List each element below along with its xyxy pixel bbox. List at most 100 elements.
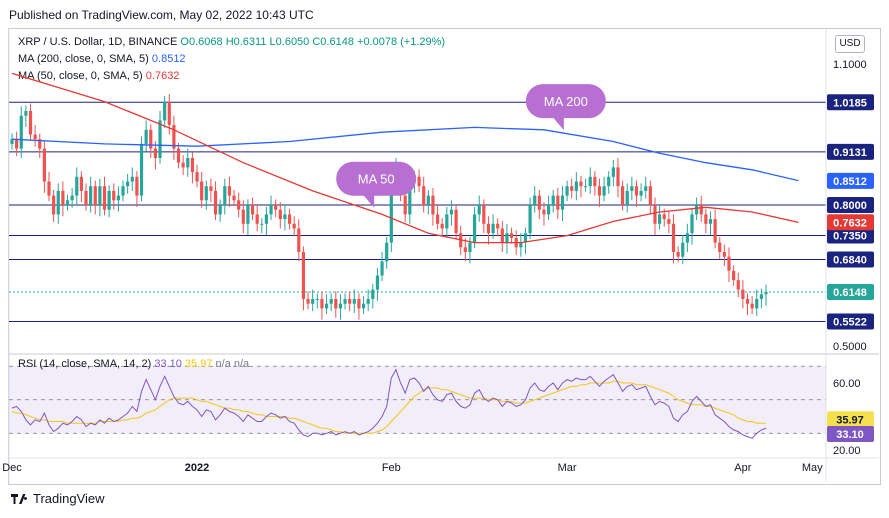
rsi-legend: RSI (14, close, SMA, 14, 2) 33.10 35.97 … — [18, 358, 249, 370]
candle — [218, 199, 222, 222]
candle-body — [611, 167, 615, 177]
candle — [500, 220, 504, 252]
candle — [454, 204, 458, 239]
candle — [463, 237, 467, 262]
candle — [190, 152, 195, 184]
candle — [274, 199, 278, 218]
candle-body — [422, 186, 426, 205]
candle — [644, 176, 648, 199]
candle — [718, 236, 722, 260]
level-label-0.7350-bg — [827, 227, 874, 244]
candle-body — [361, 303, 366, 309]
candle — [343, 293, 347, 310]
candle — [505, 223, 509, 254]
candle — [417, 169, 421, 192]
candle-body — [102, 186, 107, 210]
candle — [422, 176, 426, 213]
candle — [10, 133, 14, 150]
candle — [33, 125, 37, 147]
candle-body — [223, 186, 227, 205]
ma-line-ma200 — [11, 126, 799, 182]
candle-body — [713, 219, 717, 243]
candle-body — [24, 111, 28, 116]
candle — [260, 218, 264, 234]
candle — [357, 293, 361, 320]
candle-body — [741, 289, 745, 299]
candle — [722, 244, 726, 267]
candle — [52, 189, 56, 222]
candle-body — [551, 195, 555, 205]
candle-body — [408, 181, 412, 215]
rsi-line — [11, 368, 767, 439]
level-label-0.9131-bg — [827, 143, 874, 160]
level-label-0.5522-bg — [827, 313, 874, 330]
candle — [607, 171, 611, 194]
candle-body — [135, 176, 139, 196]
candle — [283, 205, 287, 231]
candle — [65, 194, 70, 211]
candle-body — [269, 205, 273, 215]
candle-body — [380, 261, 384, 276]
ma-callouts: MA 200 MA 50 — [336, 84, 606, 208]
ma200-price-label: 0.8512 — [827, 172, 874, 189]
ohlc-low: L0.6050 — [269, 36, 310, 48]
candle — [472, 206, 477, 249]
candle-body — [343, 299, 347, 304]
candle-body — [144, 129, 148, 144]
candle — [741, 280, 745, 309]
candle — [486, 216, 491, 245]
candle-body — [496, 223, 500, 229]
candle-body — [366, 299, 370, 304]
time-tick-2022: 2022 — [185, 462, 209, 474]
candle — [708, 211, 713, 236]
candle — [144, 120, 148, 152]
candle-body — [181, 162, 185, 168]
candle — [611, 159, 615, 187]
candle-body — [708, 219, 713, 224]
candle — [509, 227, 514, 244]
moving-averages — [11, 72, 799, 244]
currency-button[interactable]: USD — [835, 35, 865, 53]
time-tick-May: May — [802, 462, 823, 474]
candle — [634, 180, 639, 207]
candle-body — [112, 190, 116, 201]
candle — [126, 173, 130, 194]
candle-body — [556, 195, 560, 210]
candle-body — [139, 143, 144, 196]
candle — [121, 180, 125, 202]
candle-body — [583, 186, 588, 188]
candle — [329, 293, 333, 312]
horizontal-levels — [9, 101, 826, 322]
tradingview-logo-icon — [11, 493, 28, 504]
candle-body — [28, 111, 33, 135]
ohlc-high: H0.6311 — [225, 36, 267, 48]
ohlc-change: +0.0078 (+1.29%) — [357, 36, 446, 48]
candle-body — [274, 205, 278, 210]
candle — [297, 219, 301, 262]
level-label-0.5522-text: 0.5522 — [833, 316, 867, 328]
candle-body — [519, 242, 523, 248]
candle-body — [389, 181, 393, 243]
candle-body — [491, 223, 495, 234]
candle — [42, 141, 46, 193]
candle-body — [764, 292, 768, 295]
candle — [195, 164, 199, 188]
rsi-label-rsi_ma-bg — [827, 411, 874, 428]
candle-body — [65, 200, 70, 205]
candle — [19, 106, 23, 158]
candle-body — [42, 148, 46, 182]
rsi-ma-value: 35.97 — [184, 358, 213, 370]
candle-body — [348, 299, 352, 304]
candle — [348, 291, 352, 312]
ma50-legend: MA (50, close, 0, SMA, 5) 0.7632 — [18, 70, 179, 82]
candle — [264, 206, 269, 236]
candle — [477, 195, 481, 222]
symbol-legend: XRP / U.S. Dollar, 1D, BINANCE O0.6068 H… — [18, 36, 445, 48]
candle — [482, 199, 486, 234]
candle — [28, 103, 33, 141]
candle-body — [283, 214, 287, 220]
candle-body — [10, 139, 14, 144]
candle — [491, 214, 495, 239]
candle-body — [306, 299, 310, 304]
